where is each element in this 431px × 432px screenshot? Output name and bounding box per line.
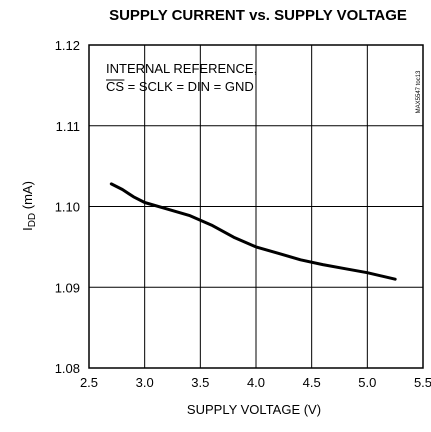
annotation-rest: = SCLK = DIN = GND [124, 79, 254, 94]
y-tick-label: 1.11 [56, 119, 80, 134]
grid [89, 45, 423, 368]
x-tick-label: 5.0 [358, 375, 376, 390]
y-axis-label: IDD (mA) [20, 181, 38, 231]
figure-tag: MAX5547 toc13 [416, 70, 422, 113]
x-tick-label: 2.5 [80, 375, 98, 390]
y-tick-label: 1.12 [55, 38, 80, 53]
x-tick-label: 4.5 [303, 375, 321, 390]
chart-title: SUPPLY CURRENT vs. SUPPLY VOLTAGE [109, 7, 407, 24]
x-tick-label: 5.5 [414, 375, 431, 390]
annotation-line-1: INTERNAL REFERENCE, [106, 61, 257, 76]
x-tick-label: 4.0 [247, 375, 265, 390]
series-line [109, 182, 397, 281]
x-tick-label: 3.0 [136, 375, 154, 390]
annotation-line-2: CS = SCLK = DIN = GND [106, 79, 254, 94]
x-tick-labels: 2.5 3.0 3.5 4.0 4.5 5.0 5.5 [80, 375, 431, 390]
y-tick-label: 1.08 [55, 361, 80, 376]
y-axis-label-unit: (mA) [20, 181, 35, 213]
annotation-cs: CS [106, 79, 124, 94]
y-tick-labels: 1.08 1.09 1.10 1.11 1.12 [55, 38, 80, 376]
x-tick-label: 3.5 [191, 375, 209, 390]
y-axis-label-main: I [20, 227, 35, 231]
y-axis-label-sub: DD [27, 213, 38, 227]
y-tick-label: 1.10 [55, 200, 80, 215]
plot-frame [88, 44, 424, 369]
y-tick-label: 1.09 [55, 280, 80, 295]
x-axis-label: SUPPLY VOLTAGE (V) [187, 402, 321, 417]
